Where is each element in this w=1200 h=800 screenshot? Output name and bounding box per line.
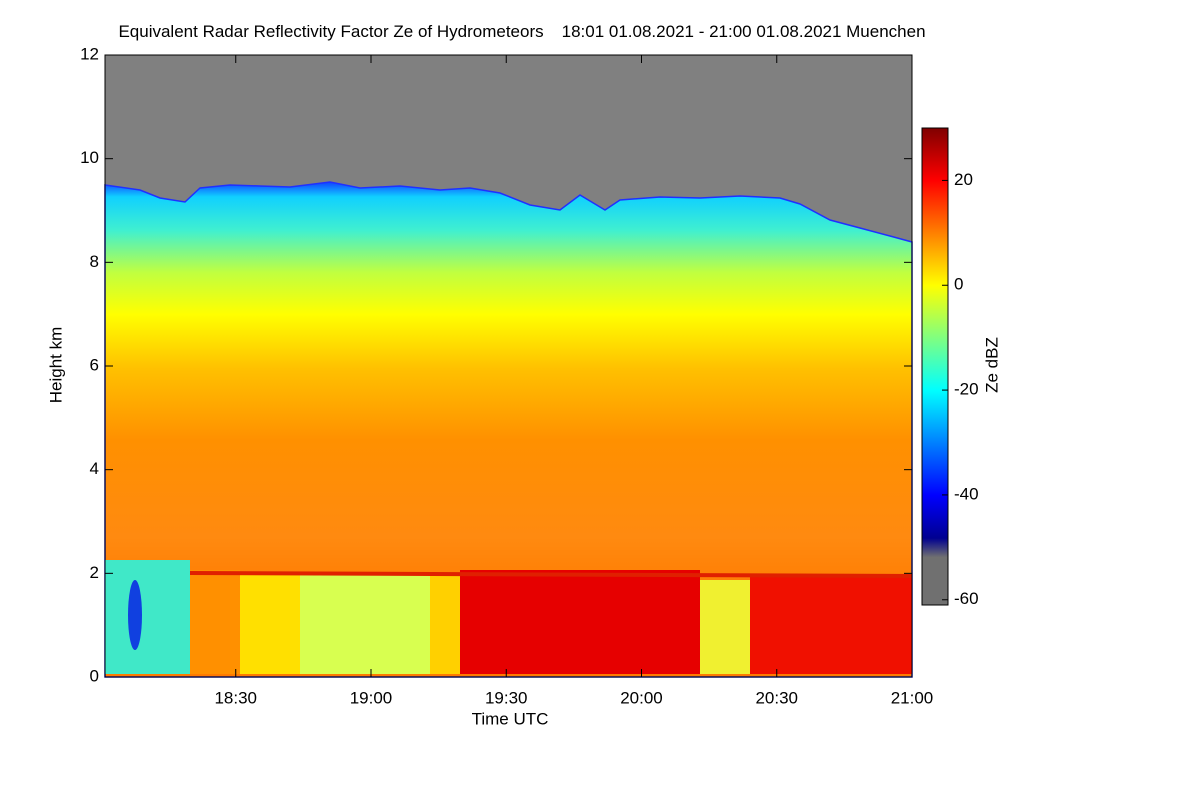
y-tick-label: 12 bbox=[80, 44, 99, 63]
x-tick-label: 20:30 bbox=[755, 688, 798, 707]
y-tick-label: 4 bbox=[90, 459, 99, 478]
colorbar-tick-label: 20 bbox=[954, 170, 973, 189]
subtitle: 18:01 01.08.2021 - 21:00 01.08.2021 Muen… bbox=[562, 22, 926, 41]
signal-area bbox=[104, 181, 913, 678]
y-tick-label: 2 bbox=[90, 563, 99, 582]
colorbar-tick-label: -40 bbox=[954, 484, 979, 503]
low-band bbox=[128, 580, 142, 650]
x-tick-label: 19:00 bbox=[350, 688, 393, 707]
radar-field bbox=[104, 55, 913, 678]
low-band bbox=[750, 575, 912, 674]
y-tick-label: 10 bbox=[80, 148, 99, 167]
colorbar-tick-label: -20 bbox=[954, 380, 979, 399]
low-band bbox=[300, 575, 430, 674]
y-tick-label: 6 bbox=[90, 355, 99, 374]
colorbar-title: Ze dBZ bbox=[982, 337, 1001, 393]
colorbar bbox=[921, 127, 949, 606]
y-tick-label: 8 bbox=[90, 252, 99, 271]
x-tick-label: 18:30 bbox=[214, 688, 257, 707]
colorbar-tick-label: -60 bbox=[954, 589, 979, 608]
low-band bbox=[105, 560, 190, 674]
y-tick-label: 0 bbox=[90, 666, 99, 685]
x-tick-label: 20:00 bbox=[620, 688, 663, 707]
low-band bbox=[460, 570, 700, 674]
colorbar-tick-label: 0 bbox=[954, 275, 963, 294]
x-axis-title: Time UTC bbox=[472, 709, 549, 728]
low-band bbox=[240, 575, 300, 674]
low-band bbox=[430, 575, 460, 674]
x-tick-label: 19:30 bbox=[485, 688, 528, 707]
y-axis-title: Height km bbox=[46, 327, 65, 404]
chart-title: Equivalent Radar Reflectivity Factor Ze … bbox=[118, 22, 925, 41]
low-band bbox=[700, 580, 750, 674]
x-tick-label: 21:00 bbox=[891, 688, 934, 707]
title: Equivalent Radar Reflectivity Factor Ze … bbox=[118, 22, 543, 41]
melting-layer bbox=[189, 571, 913, 578]
low-band bbox=[190, 570, 240, 674]
